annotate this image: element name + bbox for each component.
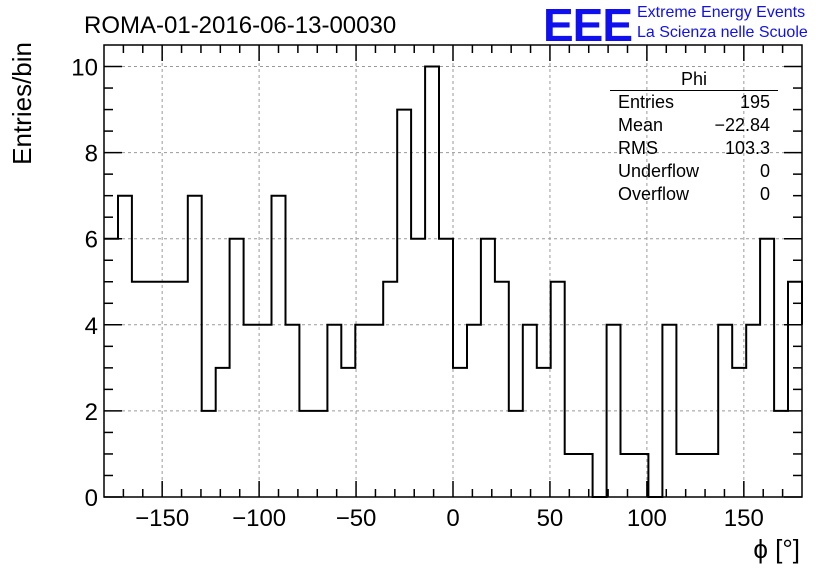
stats-value: 195 [739,92,770,112]
y-tick-labels: 0 2 4 6 8 10 [71,55,98,512]
y-tick-label: 6 [85,227,98,254]
x-tick-label: −50 [336,505,377,532]
stats-box: Phi Entries 195 Mean −22.84 RMS 103.3 Un… [610,68,778,206]
stats-label: RMS [618,138,658,158]
stats-value: 0 [759,184,770,204]
histogram-line [104,65,803,498]
x-tick-label: −150 [135,505,189,532]
x-tick-label: 150 [724,505,764,532]
y-tick-label: 8 [85,141,98,168]
axis-ticks [104,45,802,498]
x-axis-label: ϕ [°] [753,534,800,564]
stats-value: −22.84 [714,115,770,135]
stats-label: Mean [618,115,664,135]
logo-line-2: La Scienza nelle Scuole [637,24,808,41]
stats-value: 0 [759,161,770,181]
run-title: ROMA-01-2016-06-13-00030 [84,12,397,39]
x-tick-label: 50 [537,505,564,532]
stats-label: Overflow [618,184,690,204]
stats-row-rms: RMS 103.3 [610,137,778,160]
x-tick-label: 0 [446,505,459,532]
y-tick-label: 0 [85,485,98,512]
y-tick-label: 10 [71,55,98,82]
x-tick-labels: −150 −100 −50 0 50 100 150 [135,505,764,532]
x-tick-label: −100 [232,505,286,532]
y-tick-label: 2 [85,399,98,426]
logo-line-1: Extreme Energy Events [637,4,806,21]
y-tick-label: 4 [85,313,98,340]
stats-row-underflow: Underflow 0 [610,160,778,183]
eee-logo: EEE [543,0,633,51]
stats-row-overflow: Overflow 0 [610,183,778,206]
stats-value: 103.3 [724,138,770,158]
stats-row-entries: Entries 195 [610,91,778,114]
x-tick-label: 100 [627,505,667,532]
stats-row-mean: Mean −22.84 [610,114,778,137]
y-axis-label: Entries/bin [7,42,37,165]
stats-label: Entries [618,92,675,112]
stats-title: Phi [610,68,778,91]
stats-label: Underflow [618,161,700,181]
